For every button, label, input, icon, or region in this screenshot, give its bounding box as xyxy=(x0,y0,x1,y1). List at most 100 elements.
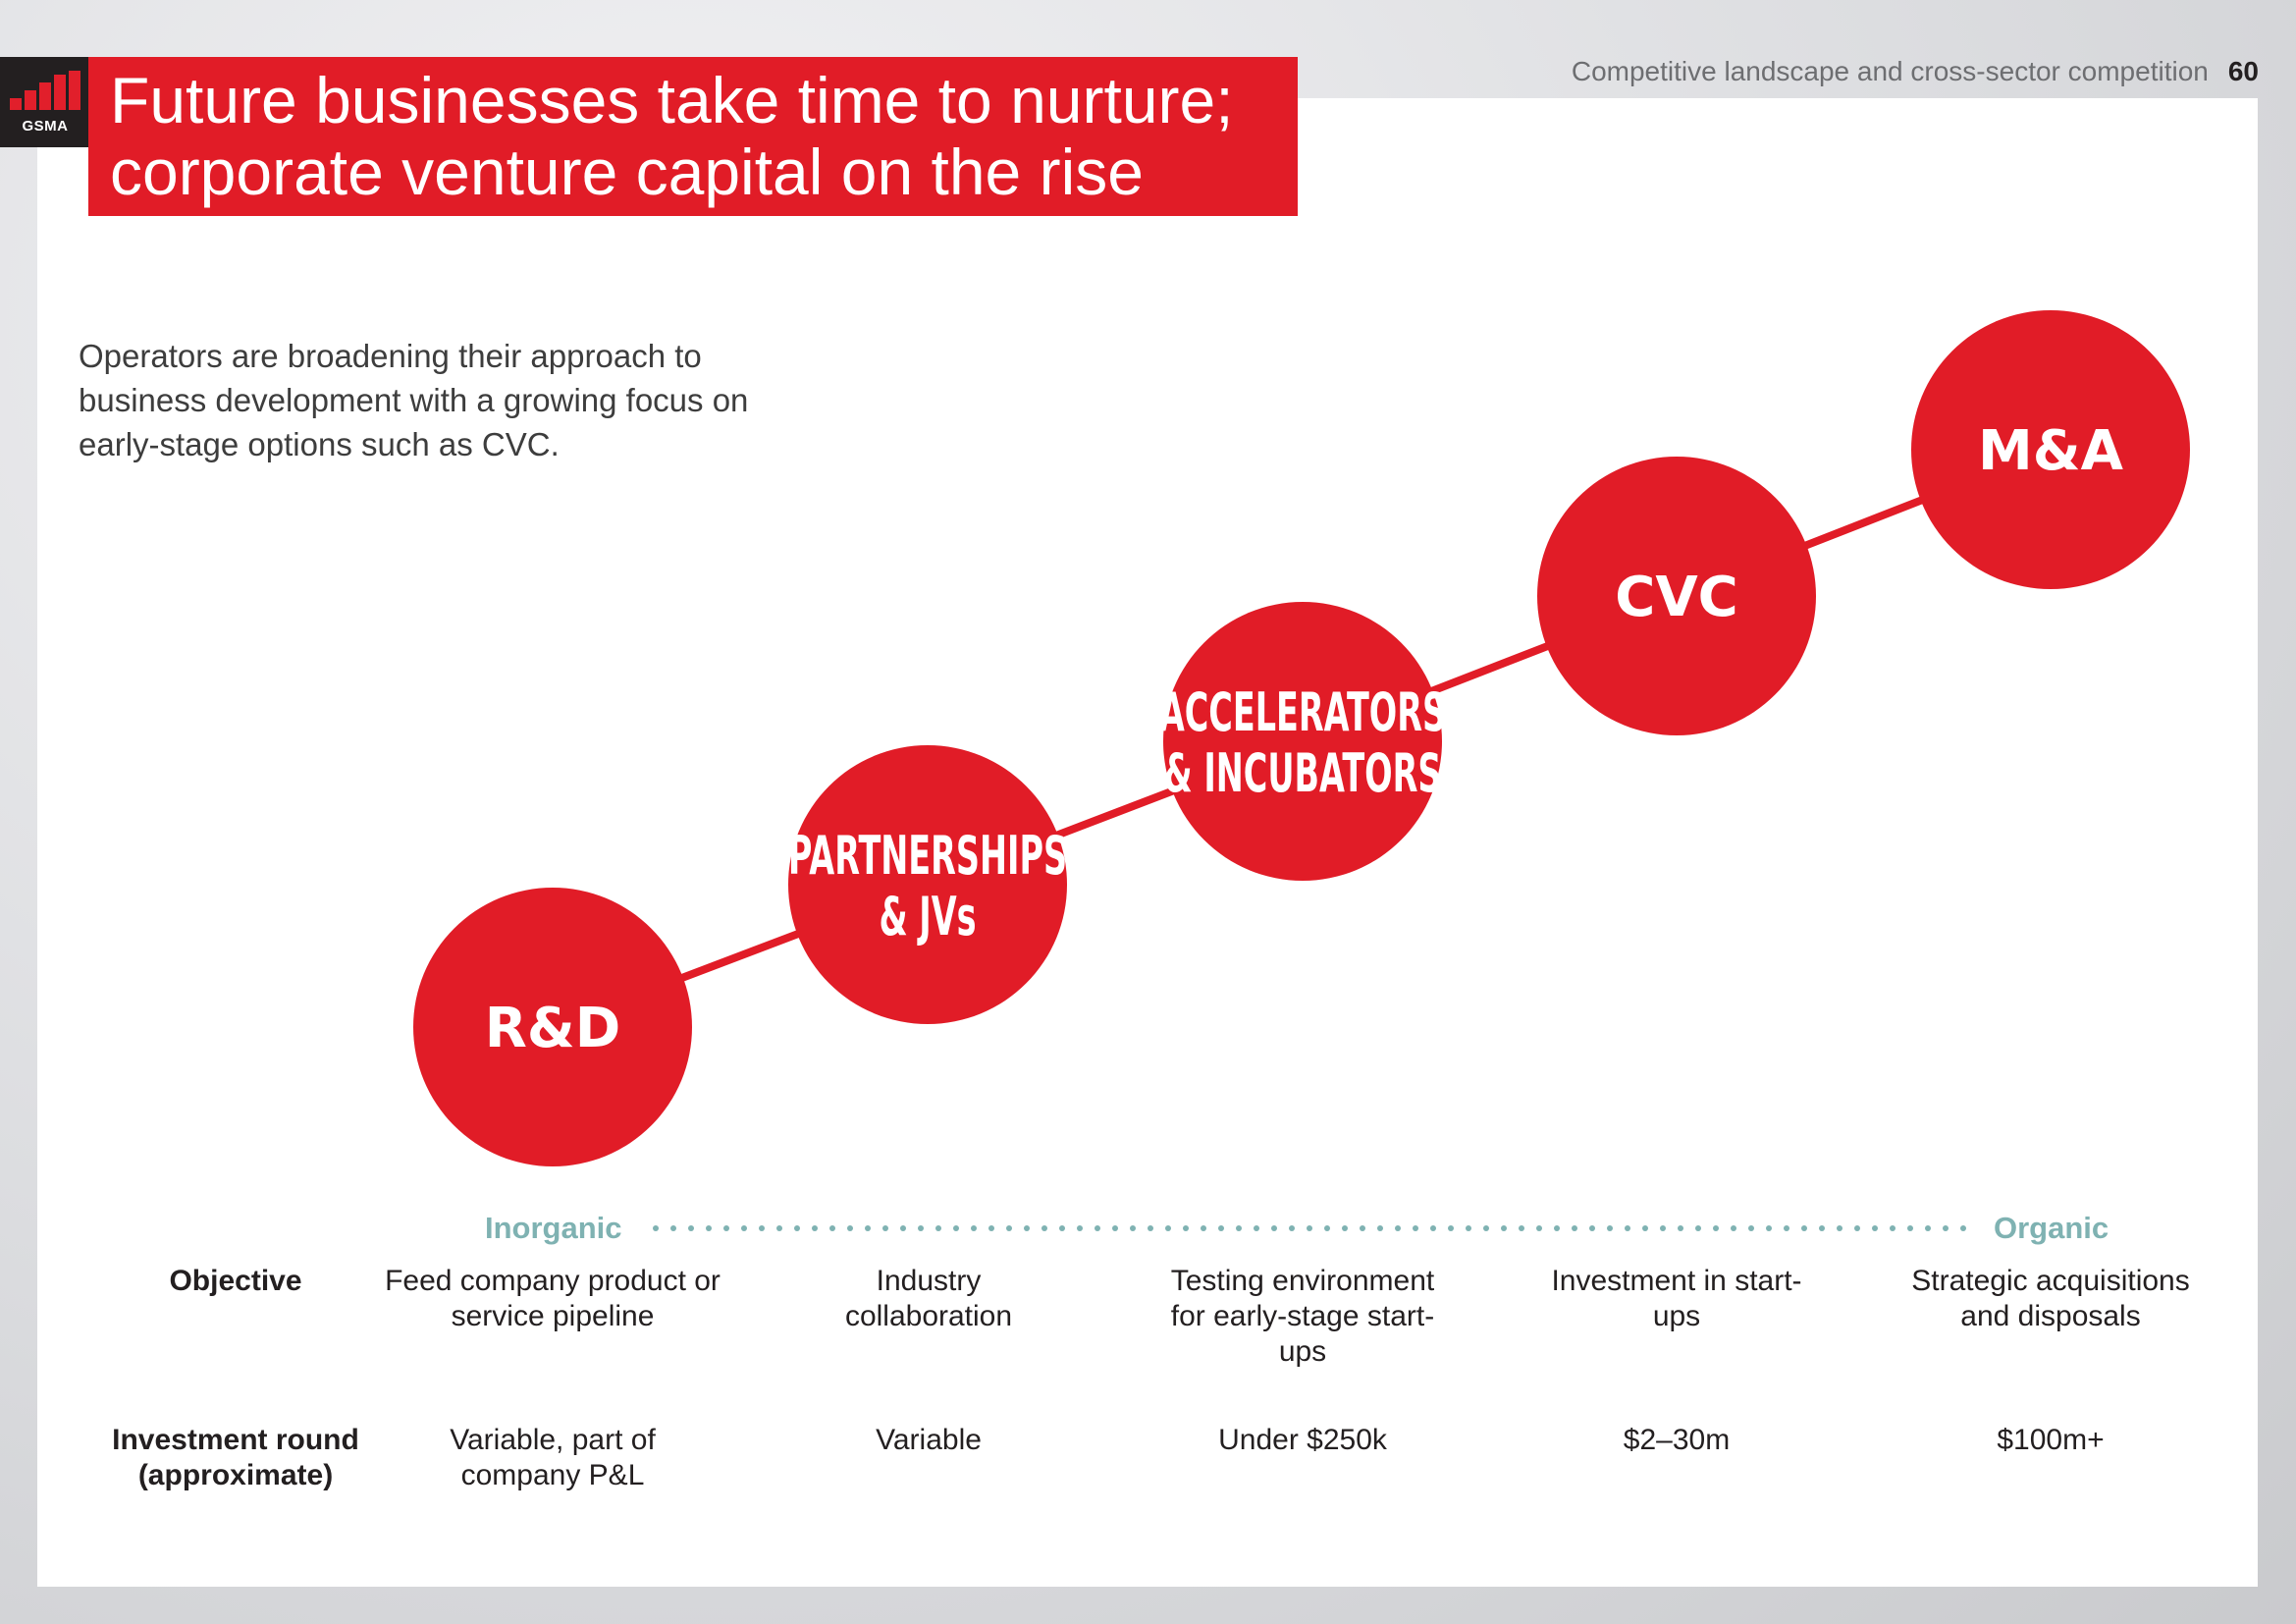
spectrum-dot xyxy=(1342,1225,1348,1231)
row-label-investment-round: Investment round (approximate) xyxy=(112,1424,359,1491)
spectrum-dot xyxy=(1536,1225,1542,1231)
spectrum-dot xyxy=(1589,1225,1595,1231)
spectrum-dot xyxy=(1165,1225,1171,1231)
spectrum-dot xyxy=(1271,1225,1277,1231)
spectrum-dot xyxy=(794,1225,800,1231)
stage-ma-circle xyxy=(1911,310,2190,589)
spectrum-dot xyxy=(1678,1225,1683,1231)
page-number: 60 xyxy=(2227,56,2259,86)
spectrum-dot xyxy=(918,1225,924,1231)
intro-text: Operators are broadening their approach … xyxy=(79,338,749,462)
spectrum-dot xyxy=(1077,1225,1083,1231)
investment-partnerships: Variable xyxy=(876,1424,982,1456)
spectrum-dot xyxy=(1731,1225,1736,1231)
spectrum-dot xyxy=(1218,1225,1224,1231)
spectrum-dot xyxy=(1572,1225,1577,1231)
spectrum-dot xyxy=(1837,1225,1842,1231)
spectrum-dot xyxy=(1607,1225,1613,1231)
row-label-objective: Objective xyxy=(169,1265,302,1297)
spectrum-dot xyxy=(1307,1225,1312,1231)
stage-accelerators-circle xyxy=(1163,602,1442,881)
spectrum-dot xyxy=(1872,1225,1878,1231)
spectrum-dot xyxy=(706,1225,712,1231)
spectrum-dot xyxy=(1960,1225,1966,1231)
spectrum-dot xyxy=(1254,1225,1259,1231)
spectrum-dot xyxy=(1890,1225,1896,1231)
spectrum-dot xyxy=(1819,1225,1825,1231)
stage-cvc-circle xyxy=(1537,457,1816,735)
page-title: Future businesses take time to nurture; … xyxy=(88,57,1298,216)
stage-rd-circle xyxy=(413,888,692,1166)
spectrum-dot xyxy=(670,1225,676,1231)
spectrum-dot xyxy=(776,1225,782,1231)
spectrum-dot xyxy=(900,1225,906,1231)
spectrum-dot xyxy=(1695,1225,1701,1231)
stage-partnerships-label-line-2: & JVs xyxy=(879,886,976,948)
title-line-1: Future businesses take time to nurture; xyxy=(110,64,1234,136)
spectrum-dot xyxy=(1642,1225,1648,1231)
objective-accelerators: Testing environment for early-stage star… xyxy=(1170,1265,1435,1368)
spectrum-dot xyxy=(1377,1225,1383,1231)
spectrum-dot xyxy=(988,1225,994,1231)
spectrum-dot xyxy=(723,1225,729,1231)
spectrum-dot xyxy=(1925,1225,1931,1231)
spectrum-dot xyxy=(1748,1225,1754,1231)
spectrum-dot xyxy=(1006,1225,1012,1231)
spectrum-dot xyxy=(1554,1225,1560,1231)
spectrum-dot xyxy=(882,1225,888,1231)
spectrum-dot xyxy=(653,1225,659,1231)
header-section: Competitive landscape and cross-sector c… xyxy=(1572,56,2259,87)
stage-rd-label-line-1: R&D xyxy=(485,997,620,1060)
spectrum-dot xyxy=(1466,1225,1471,1231)
spectrum-dot xyxy=(1289,1225,1295,1231)
spectrum-dot xyxy=(829,1225,835,1231)
spectrum-dot xyxy=(1395,1225,1401,1231)
spectrum-dot xyxy=(741,1225,747,1231)
spectrum-dot xyxy=(1854,1225,1860,1231)
spectrum-dot xyxy=(1324,1225,1330,1231)
spectrum-dot xyxy=(1148,1225,1153,1231)
spectrum-dot xyxy=(1784,1225,1789,1231)
spectrum-dot xyxy=(688,1225,694,1231)
spectrum-dot xyxy=(1907,1225,1913,1231)
spectrum-dot xyxy=(1519,1225,1524,1231)
stage-accelerators-label-line-2: & INCUBATORS xyxy=(1164,742,1442,805)
stage-partnerships-label-line-1: PARTNERSHIPS xyxy=(788,825,1067,888)
spectrum-dot xyxy=(1236,1225,1242,1231)
spectrum-dot xyxy=(1130,1225,1136,1231)
title-line-2: corporate venture capital on the rise xyxy=(110,135,1144,208)
spectrum-dot xyxy=(1943,1225,1949,1231)
spectrum-dot xyxy=(812,1225,818,1231)
spectrum-dot xyxy=(1059,1225,1065,1231)
spectrum-dot xyxy=(935,1225,941,1231)
spectrum-dot xyxy=(1625,1225,1630,1231)
spectrum-dot xyxy=(1430,1225,1436,1231)
stage-partnerships-circle xyxy=(788,745,1067,1024)
spectrum-dot xyxy=(1713,1225,1719,1231)
logo-text: GSMA xyxy=(22,118,69,135)
investment-cvc: $2–30m xyxy=(1623,1424,1731,1456)
spectrum-dot xyxy=(759,1225,765,1231)
investment-accelerators: Under $250k xyxy=(1218,1424,1387,1456)
spectrum-label-organic: Organic xyxy=(1994,1211,2109,1245)
spectrum-dot xyxy=(953,1225,959,1231)
gsma-logo: GSMA xyxy=(0,57,90,147)
spectrum-dot xyxy=(1183,1225,1189,1231)
content-panel xyxy=(37,98,2258,1587)
section-name: Competitive landscape and cross-sector c… xyxy=(1571,56,2209,86)
spectrum-dot xyxy=(1413,1225,1418,1231)
investment-ma: $100m+ xyxy=(1997,1424,2105,1456)
spectrum-dot xyxy=(1766,1225,1772,1231)
spectrum-dot xyxy=(1024,1225,1030,1231)
spectrum-dot xyxy=(1041,1225,1047,1231)
signal-bars-icon xyxy=(10,71,80,110)
spectrum-dot xyxy=(1095,1225,1100,1231)
spectrum-dot xyxy=(865,1225,871,1231)
spectrum-label-inorganic: Inorganic xyxy=(485,1211,622,1245)
objective-partnerships: Industry collaboration xyxy=(844,1265,1013,1332)
stage-ma-label-line-1: M&A xyxy=(1978,419,2124,483)
stage-accelerators-label-line-1: ACCELERATORS xyxy=(1159,681,1446,744)
spectrum-dot xyxy=(1660,1225,1666,1231)
spectrum-dot xyxy=(1112,1225,1118,1231)
